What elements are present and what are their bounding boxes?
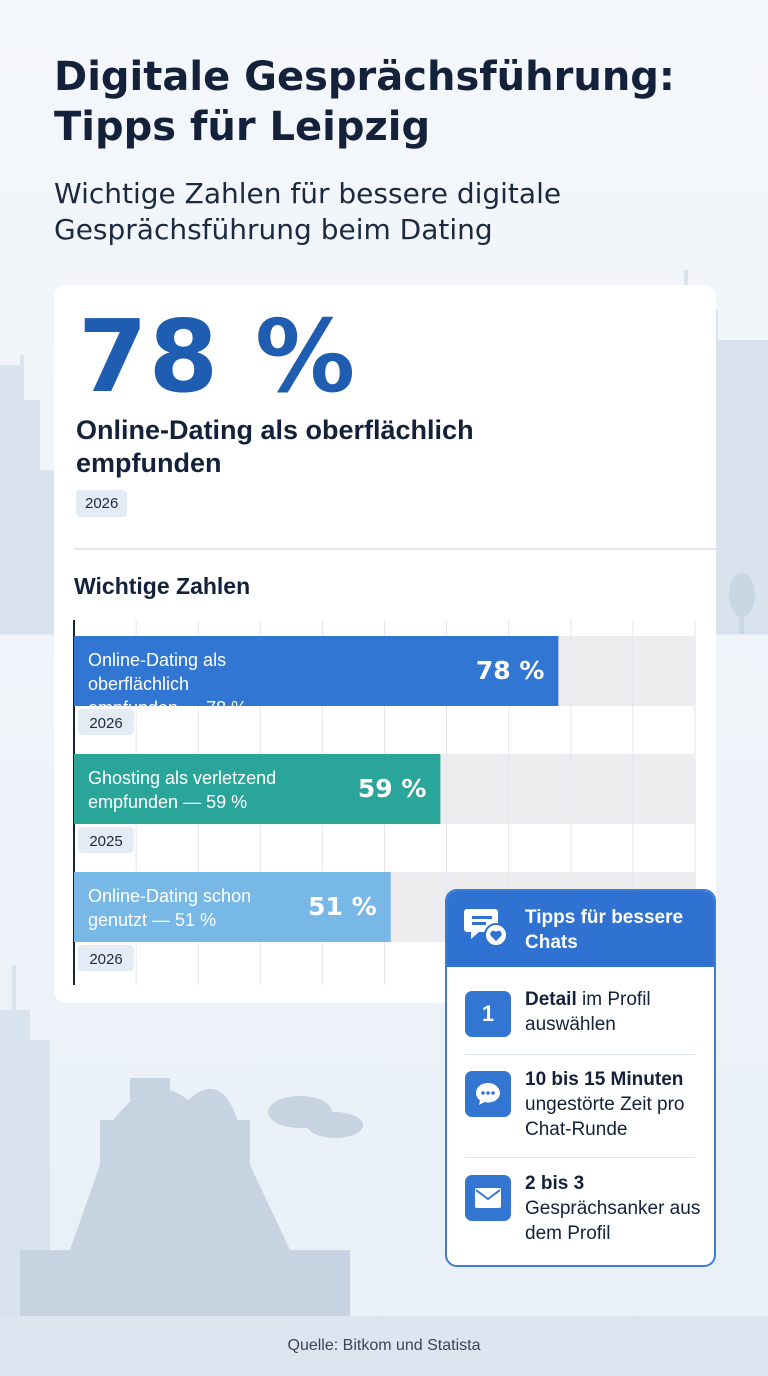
number-1-icon: 1 [465,991,511,1037]
bar-value-label: 59 % [358,774,427,803]
tip-1-text: Detail im Profil auswählen [525,989,651,1035]
tip-divider [465,1054,695,1055]
year-badge [78,709,134,735]
section-title: Wichtige Zahlen [74,573,251,599]
page-title: Digitale Gesprächsführung: Tipps für Leip… [54,54,675,150]
page-subtitle: Wichtige Zahlen für bessere digitale Ges… [54,177,562,246]
bar-value-label: 78 % [476,656,545,685]
tip-2-text: 10 bis 15 Minuten ungestörte Zeit pro Ch… [525,1069,685,1140]
headline-year-badge: 2026 [76,490,128,517]
bar-label: Online-Dating als [88,650,226,670]
tips-header: Tipps für bessere Chats [447,891,714,967]
section-divider [74,548,716,550]
bar [74,636,559,706]
tip-divider [465,1157,695,1158]
headline-stat: 78 % [78,298,357,415]
bar [74,754,441,824]
headline-stat-label: Online-Dating als oberflächlich empfunde… [76,415,474,478]
year-label: 2026 [89,715,122,732]
envelope-icon [465,1175,511,1221]
bar-label: genutzt — 51 % [88,910,216,930]
tips-panel: Tipps für bessere Chats 1 Detail im Prof… [445,889,716,1267]
tips-title: Tipps für bessere Chats [525,907,684,953]
chat-heart-icon [463,905,511,956]
bar-value-label: 51 % [308,892,377,921]
year-label: 2026 [89,951,122,968]
year-label: 2025 [89,833,122,850]
bar-label: Ghosting als verletzend [88,768,276,788]
source-footer: Quelle: Bitkom und Statista [0,1316,768,1376]
year-badge [78,945,134,971]
chat-bubble-icon [465,1071,511,1117]
bar-label: oberflächlich [88,674,189,694]
bar-label: Online-Dating schon [88,886,251,906]
bar-label: empfunden — 59 % [88,792,247,812]
year-badge [78,827,134,853]
bar [74,872,391,942]
tip-3-text: 2 bis 3 Gesprächsanker aus dem Profil [525,1173,701,1244]
